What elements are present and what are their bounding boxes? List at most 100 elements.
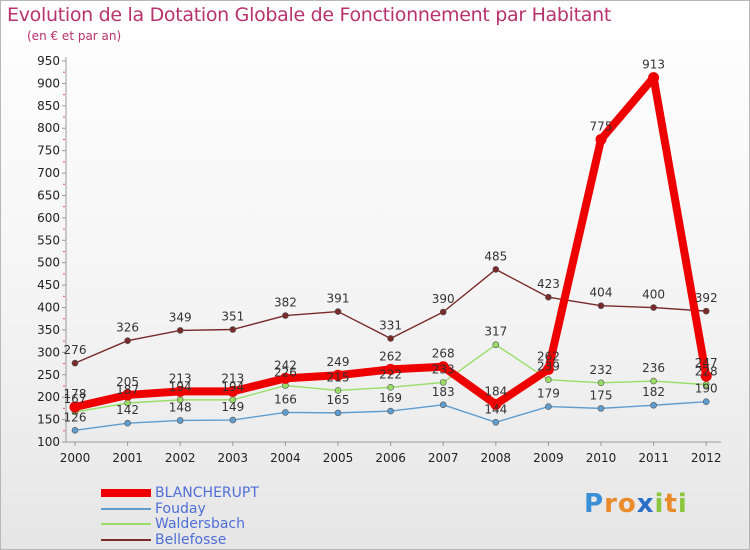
data-point-fouday — [650, 401, 657, 409]
data-label-fouday: 182 — [642, 385, 665, 399]
data-label-fouday: 165 — [327, 393, 350, 407]
legend-label: Waldersbach — [155, 516, 246, 532]
x-tick-label: 2010 — [586, 451, 617, 465]
data-point-bellefosse — [439, 308, 447, 316]
data-point-waldersbach — [545, 376, 552, 383]
x-tick-label: 2000 — [60, 451, 91, 465]
data-point-fouday — [545, 403, 552, 410]
data-point-waldersbach — [702, 381, 710, 388]
y-tick-label: 450 — [37, 278, 60, 292]
data-point-blancherupt — [385, 363, 397, 375]
data-label-bellefosse: 392 — [695, 291, 718, 305]
x-tick-label: 2001 — [112, 451, 143, 465]
data-point-bellefosse — [492, 266, 500, 273]
data-point-blancherupt — [648, 72, 660, 84]
data-label-fouday: 126 — [64, 410, 87, 424]
legend-swatch-blancherupt — [101, 489, 151, 497]
data-label-fouday: 166 — [274, 392, 297, 406]
data-label-bellefosse: 391 — [327, 292, 350, 306]
data-point-blancherupt — [490, 398, 502, 410]
proxiti-logo: Proxiti — [584, 489, 688, 519]
y-tick-label: 150 — [37, 413, 60, 427]
y-tick-label: 900 — [37, 76, 60, 90]
data-label-fouday: 144 — [484, 402, 507, 416]
y-tick-label: 400 — [37, 301, 60, 315]
data-label-waldersbach: 233 — [432, 362, 455, 376]
data-point-waldersbach — [597, 379, 605, 387]
data-label-bellefosse: 423 — [537, 277, 560, 291]
data-point-blancherupt — [332, 369, 344, 381]
y-tick-label: 750 — [37, 144, 60, 158]
data-label-waldersbach: 226 — [274, 366, 297, 380]
logo-letter: r — [604, 489, 618, 519]
data-label-waldersbach: 194 — [169, 380, 192, 394]
data-point-bellefosse — [176, 327, 184, 334]
data-label-waldersbach: 222 — [379, 367, 402, 381]
data-point-blancherupt — [437, 361, 449, 373]
y-tick-label: 650 — [37, 188, 60, 202]
data-label-fouday: 179 — [537, 387, 560, 401]
y-tick-label: 250 — [37, 368, 60, 382]
data-point-fouday — [597, 405, 605, 412]
y-tick-label: 200 — [37, 390, 60, 404]
data-point-bellefosse — [597, 302, 605, 310]
y-tick-label: 300 — [37, 345, 60, 359]
y-tick-label: 350 — [37, 323, 60, 337]
data-point-waldersbach — [334, 387, 342, 394]
data-label-bellefosse: 404 — [590, 286, 613, 300]
data-label-blancherupt: 213 — [169, 371, 192, 385]
x-tick-label: 2007 — [428, 451, 459, 465]
data-label-bellefosse: 390 — [432, 292, 455, 306]
data-label-bellefosse: 351 — [221, 309, 244, 323]
x-tick-label: 2002 — [165, 451, 196, 465]
data-point-bellefosse — [702, 307, 710, 315]
data-point-bellefosse — [124, 337, 131, 344]
data-label-fouday: 142 — [116, 403, 139, 417]
data-label-waldersbach: 317 — [484, 325, 507, 339]
data-label-waldersbach: 228 — [695, 365, 718, 379]
data-point-blancherupt — [69, 401, 81, 413]
x-tick-label: 2003 — [218, 451, 249, 465]
data-point-bellefosse — [545, 293, 552, 301]
legend-label: BLANCHERUPT — [155, 485, 259, 501]
data-point-bellefosse — [229, 326, 237, 333]
data-point-bellefosse — [650, 304, 657, 311]
x-tick-label: 2006 — [375, 451, 406, 465]
legend-label: Fouday — [155, 500, 206, 517]
logo-letter: i — [677, 489, 688, 519]
x-tick-label: 2012 — [691, 451, 722, 465]
data-point-waldersbach — [229, 396, 237, 404]
data-label-fouday: 169 — [379, 391, 402, 405]
data-label-bellefosse: 382 — [274, 296, 297, 310]
data-label-blancherupt: 247 — [695, 356, 718, 370]
data-point-fouday — [124, 419, 131, 427]
data-label-bellefosse: 349 — [169, 310, 192, 324]
data-point-fouday — [387, 407, 394, 415]
data-label-blancherupt: 178 — [64, 387, 87, 401]
data-point-waldersbach — [650, 377, 657, 385]
data-point-fouday — [439, 401, 447, 409]
data-point-blancherupt — [595, 133, 607, 145]
data-point-fouday — [71, 427, 79, 434]
y-tick-label: 500 — [37, 256, 60, 270]
x-tick-label: 2008 — [481, 451, 512, 465]
y-tick-label: 100 — [37, 435, 60, 449]
data-label-blancherupt: 268 — [432, 347, 455, 361]
data-point-fouday — [176, 417, 184, 424]
data-point-blancherupt — [122, 389, 134, 401]
logo-letter: i — [654, 489, 665, 519]
data-point-waldersbach — [439, 379, 447, 386]
data-point-bellefosse — [387, 335, 394, 342]
data-label-fouday: 175 — [590, 388, 613, 402]
data-point-fouday — [492, 418, 500, 426]
data-label-waldersbach: 236 — [642, 361, 665, 375]
data-label-bellefosse: 326 — [116, 321, 139, 335]
data-label-waldersbach: 239 — [537, 360, 560, 374]
y-tick-label: 850 — [37, 99, 60, 113]
x-tick-label: 2011 — [638, 451, 669, 465]
legend-swatch-waldersbach — [101, 523, 151, 525]
data-label-blancherupt: 242 — [274, 358, 297, 372]
data-label-blancherupt: 913 — [642, 58, 665, 72]
data-point-bellefosse — [334, 308, 342, 315]
